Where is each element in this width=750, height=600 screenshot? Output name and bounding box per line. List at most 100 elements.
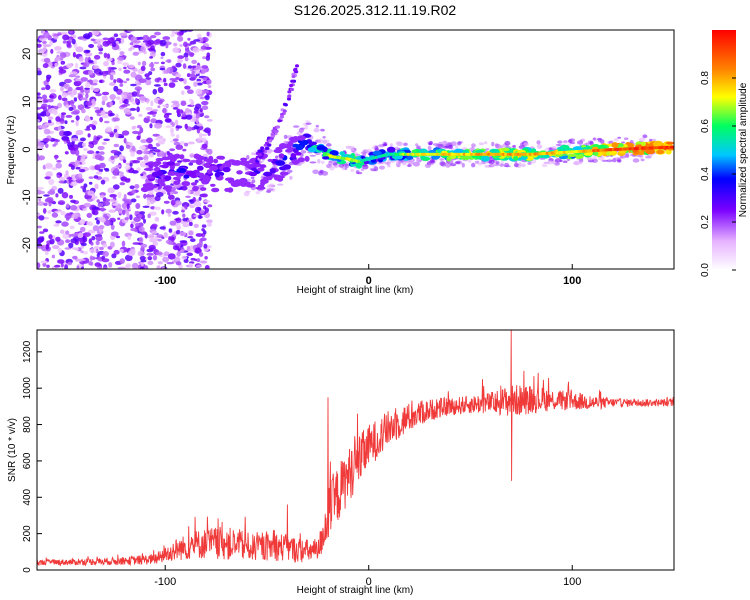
noise-blob xyxy=(113,249,120,255)
halo-blob xyxy=(638,137,646,142)
noise-blob xyxy=(180,109,184,114)
side-branch-blob xyxy=(274,129,278,134)
noise-blob xyxy=(67,261,73,266)
noise-blob xyxy=(130,151,136,157)
noise-blob xyxy=(75,247,80,251)
noise-blob xyxy=(207,222,212,227)
noise-blob xyxy=(98,168,104,173)
noise-blob xyxy=(44,123,52,126)
noise-blob xyxy=(42,262,47,267)
noise-blob xyxy=(150,45,155,51)
halo-blob xyxy=(293,125,300,128)
noise-blob xyxy=(96,219,100,225)
noise-blob xyxy=(75,166,81,170)
noise-blob xyxy=(150,100,154,107)
noise-blob xyxy=(137,61,141,66)
noise-blob xyxy=(42,63,49,69)
noise-blob xyxy=(136,149,143,155)
halo-blob xyxy=(439,158,445,161)
ridge-blob xyxy=(221,163,230,167)
noise-blob xyxy=(166,67,170,74)
noise-blob xyxy=(45,251,49,256)
noise-blob xyxy=(109,241,115,248)
noise-blob xyxy=(114,154,119,159)
noise-blob xyxy=(111,41,117,48)
noise-blob xyxy=(77,258,86,262)
halo-blob xyxy=(547,160,553,165)
noise-blob xyxy=(63,83,69,89)
noise-blob xyxy=(68,242,74,249)
noise-blob xyxy=(180,221,187,225)
noise-blob xyxy=(62,34,70,41)
halo-blob xyxy=(298,127,305,133)
ridge-blob xyxy=(140,186,149,193)
noise-blob xyxy=(130,83,137,87)
noise-blob xyxy=(82,235,86,243)
noise-blob xyxy=(75,149,80,156)
ridge-blob xyxy=(282,164,291,170)
noise-blob xyxy=(103,213,108,218)
noise-blob xyxy=(177,222,181,229)
noise-blob xyxy=(155,192,164,197)
noise-blob xyxy=(140,173,144,177)
noise-blob xyxy=(54,46,62,51)
noise-blob xyxy=(80,85,84,91)
noise-blob xyxy=(77,155,81,162)
halo-blob xyxy=(360,168,365,172)
noise-blob xyxy=(188,98,193,103)
noise-blob xyxy=(180,249,185,252)
spectrogram-noise xyxy=(37,30,657,269)
noise-blob xyxy=(59,176,66,182)
halo-blob xyxy=(315,124,319,128)
halo-blob xyxy=(551,145,557,149)
halo-blob xyxy=(255,191,261,195)
noise-blob xyxy=(57,32,62,36)
noise-blob xyxy=(109,94,116,100)
noise-blob xyxy=(61,136,70,141)
ridge-blob xyxy=(355,162,363,169)
ridge-blob xyxy=(406,155,414,161)
noise-blob xyxy=(154,122,162,129)
noise-blob xyxy=(53,224,60,227)
halo-blob xyxy=(597,138,602,143)
noise-blob xyxy=(47,210,52,214)
noise-blob xyxy=(179,231,187,237)
noise-blob xyxy=(130,228,138,232)
noise-blob xyxy=(113,168,120,174)
noise-blob xyxy=(49,89,57,93)
noise-blob xyxy=(195,112,201,119)
colorbar-tick-label: 0.8 xyxy=(700,71,711,85)
halo-blob xyxy=(300,150,307,154)
halo-blob xyxy=(305,122,312,125)
noise-blob xyxy=(140,261,144,267)
ridge-blob xyxy=(224,177,235,182)
noise-blob xyxy=(113,128,118,133)
spectrogram-ylabel: Frequency (Hz) xyxy=(6,116,17,185)
noise-blob xyxy=(79,66,87,70)
ridge-blob xyxy=(165,187,172,193)
noise-blob xyxy=(162,104,169,108)
ridge-blob xyxy=(158,178,166,184)
noise-blob xyxy=(112,117,120,122)
ridge-blob xyxy=(474,149,485,153)
halo-blob xyxy=(379,165,385,170)
ridge-blob xyxy=(233,181,242,187)
noise-blob xyxy=(102,72,107,77)
noise-blob xyxy=(171,122,175,127)
halo-blob xyxy=(416,145,421,149)
noise-blob xyxy=(189,52,195,58)
ridge-blob xyxy=(339,151,346,156)
y-tick-label: 400 xyxy=(22,488,33,505)
noise-blob xyxy=(103,52,108,59)
noise-blob xyxy=(131,170,139,174)
halo-blob xyxy=(322,135,326,139)
noise-blob xyxy=(201,105,209,111)
noise-blob xyxy=(123,98,129,105)
noise-blob xyxy=(197,207,202,211)
noise-blob xyxy=(43,128,51,135)
noise-blob xyxy=(199,132,203,138)
noise-blob xyxy=(175,125,183,129)
noise-blob xyxy=(45,143,49,149)
noise-blob xyxy=(44,44,52,47)
noise-blob xyxy=(174,119,179,126)
